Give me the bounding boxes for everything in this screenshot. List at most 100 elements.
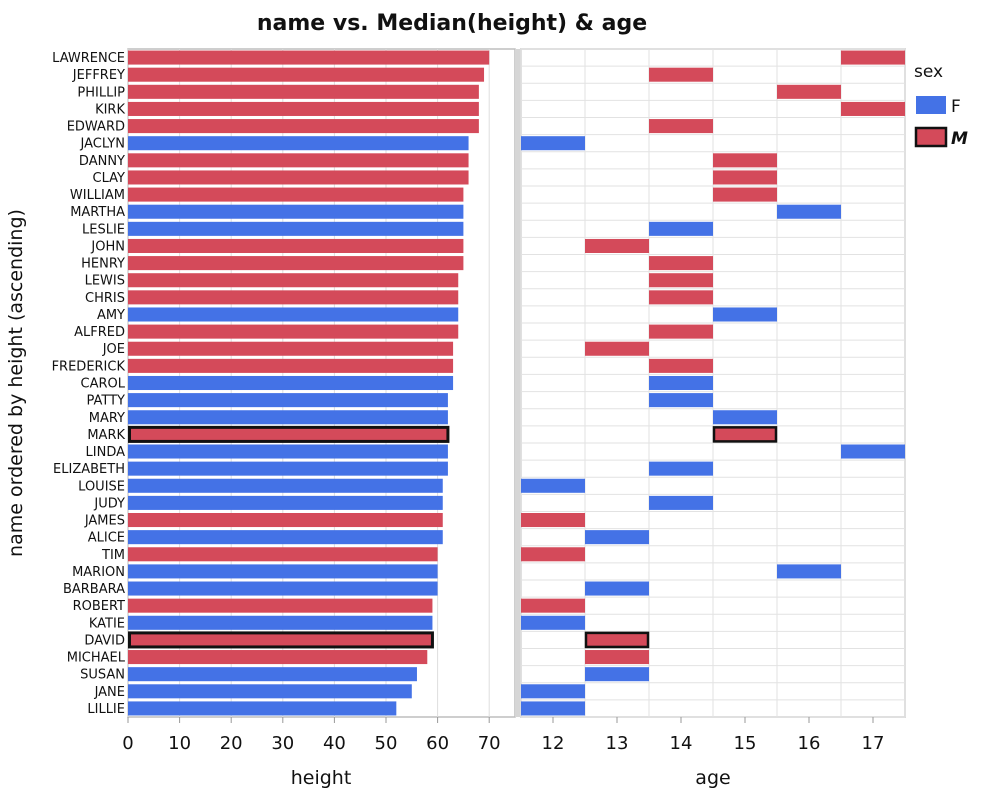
age-cell bbox=[713, 307, 777, 322]
age-cell bbox=[713, 187, 777, 202]
name-label: DANNY bbox=[79, 154, 125, 169]
height-bar bbox=[128, 547, 438, 562]
age-cell bbox=[713, 170, 777, 185]
legend-label: F bbox=[951, 97, 961, 117]
age-cell bbox=[649, 375, 713, 391]
age-cell bbox=[841, 444, 905, 459]
age-cell bbox=[584, 631, 650, 649]
height-bar bbox=[128, 461, 448, 476]
height-bar bbox=[128, 650, 428, 665]
age-cell bbox=[841, 101, 905, 116]
age-cell bbox=[649, 358, 713, 373]
name-label: JAMES bbox=[84, 514, 125, 529]
height-bar bbox=[128, 444, 448, 459]
age-cell bbox=[585, 667, 649, 682]
height-bar bbox=[128, 67, 485, 82]
height-bar bbox=[128, 581, 438, 596]
name-label: HENRY bbox=[81, 257, 125, 272]
age-cell bbox=[521, 598, 585, 613]
age-tick-label: 15 bbox=[734, 733, 757, 754]
height-bar bbox=[128, 341, 454, 356]
age-cell bbox=[521, 136, 585, 151]
height-bar bbox=[128, 513, 443, 528]
age-cell bbox=[841, 50, 905, 65]
age-cell bbox=[649, 393, 713, 408]
height-bar bbox=[128, 204, 464, 219]
height-tick-label: 50 bbox=[375, 733, 398, 754]
age-cell bbox=[521, 615, 585, 630]
age-cell bbox=[585, 581, 649, 596]
name-label: LILLIE bbox=[87, 702, 125, 717]
name-label: CAROL bbox=[81, 377, 126, 392]
name-label: PHILLIP bbox=[77, 85, 125, 100]
height-tick-label: 60 bbox=[426, 733, 449, 754]
name-label: JANE bbox=[94, 685, 125, 700]
height-bar bbox=[128, 221, 464, 236]
name-label: JOE bbox=[102, 342, 125, 357]
name-label: ELIZABETH bbox=[53, 462, 125, 477]
name-label: MARION bbox=[72, 565, 125, 580]
height-bars bbox=[128, 50, 490, 716]
name-label: LESLIE bbox=[82, 222, 125, 237]
name-label: MICHAEL bbox=[67, 651, 126, 666]
name-label: BARBARA bbox=[63, 582, 125, 597]
height-bar bbox=[128, 119, 479, 134]
height-bar bbox=[128, 307, 459, 322]
height-bar bbox=[128, 615, 433, 630]
height-tick-label: 10 bbox=[168, 733, 191, 754]
name-label: LEWIS bbox=[85, 274, 125, 289]
legend-label: M bbox=[951, 129, 968, 149]
height-bar bbox=[128, 101, 479, 116]
height-tick-labels: 0 10 20 30 40 50 60 70 bbox=[122, 717, 501, 754]
name-label: MARK bbox=[87, 428, 125, 443]
height-bar bbox=[128, 256, 464, 271]
name-label: ALICE bbox=[88, 531, 125, 546]
y-axis-title: name ordered by height (ascending) bbox=[5, 209, 27, 557]
name-label: WILLIAM bbox=[70, 188, 125, 203]
legend: sex FM bbox=[914, 62, 968, 149]
height-bar bbox=[128, 50, 490, 65]
name-label: FREDERICK bbox=[52, 359, 126, 374]
name-label: LINDA bbox=[86, 445, 126, 460]
age-cell bbox=[649, 461, 713, 476]
height-bar bbox=[128, 530, 443, 545]
name-label: MARTHA bbox=[70, 205, 125, 220]
name-labels: LAWRENCE JEFFREY PHILLIP KIRK EDWARD JACLYN DA… bbox=[52, 51, 126, 717]
height-bar bbox=[128, 84, 479, 99]
age-cell bbox=[777, 204, 841, 219]
name-label: LAWRENCE bbox=[52, 51, 125, 66]
age-tick-label: 12 bbox=[542, 733, 565, 754]
age-cell bbox=[521, 478, 585, 493]
age-cell bbox=[585, 238, 649, 253]
age-cell bbox=[585, 530, 649, 545]
chart-title: name vs. Median(height) & age bbox=[257, 11, 647, 36]
height-bar bbox=[128, 375, 454, 391]
age-cell bbox=[649, 119, 713, 134]
age-axis-title: age bbox=[695, 767, 730, 789]
age-cell bbox=[713, 410, 777, 425]
height-bar bbox=[128, 238, 464, 253]
name-label: KATIE bbox=[89, 616, 125, 631]
age-cell bbox=[649, 290, 713, 305]
name-label: CLAY bbox=[93, 171, 126, 186]
height-bar bbox=[128, 358, 454, 373]
height-bar bbox=[128, 631, 434, 649]
height-bar bbox=[128, 153, 469, 168]
age-cell bbox=[649, 67, 713, 82]
height-tick-label: 70 bbox=[478, 733, 501, 754]
name-label: EDWARD bbox=[67, 120, 125, 135]
name-label: JOHN bbox=[90, 239, 125, 254]
height-bar bbox=[128, 598, 433, 613]
age-cell bbox=[649, 221, 713, 236]
name-label: CHRIS bbox=[85, 291, 125, 306]
name-label: KIRK bbox=[95, 102, 125, 117]
name-label: JACLYN bbox=[79, 137, 125, 152]
panel-separator bbox=[515, 49, 521, 717]
age-cell bbox=[777, 564, 841, 579]
age-cell bbox=[649, 256, 713, 271]
legend-swatch bbox=[914, 126, 948, 148]
name-label: JEFFREY bbox=[72, 68, 125, 83]
height-bar bbox=[128, 478, 443, 493]
age-cell bbox=[649, 273, 713, 288]
height-bar bbox=[128, 564, 438, 579]
